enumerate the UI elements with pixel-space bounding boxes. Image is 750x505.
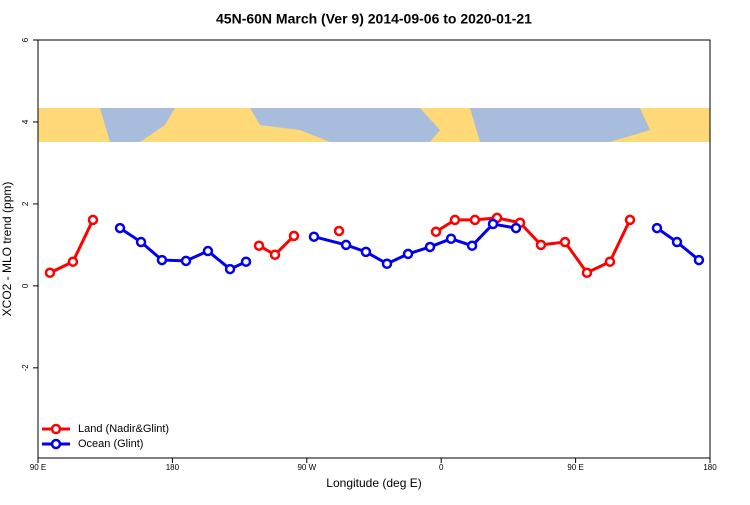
y-tick-label: -2 <box>21 364 30 372</box>
point <box>360 246 372 258</box>
point <box>340 239 352 251</box>
plot-frame <box>37 39 711 459</box>
point <box>535 239 547 251</box>
x-tick-label: 0 <box>439 463 444 472</box>
point <box>581 267 593 279</box>
point <box>288 230 300 242</box>
y-tick-label: 2 <box>21 201 30 206</box>
y-axis-label: XCO2 - MLO trend (ppm) <box>0 182 14 317</box>
legend-label: Land (Nadir&Glint) <box>78 423 169 435</box>
point <box>240 256 252 267</box>
map-band <box>38 108 710 142</box>
legend-label: Ocean (Glint) <box>78 438 143 450</box>
point <box>487 218 499 230</box>
point <box>604 256 616 267</box>
point <box>87 214 99 226</box>
point <box>67 256 79 267</box>
point <box>135 236 147 248</box>
point <box>466 240 478 251</box>
point <box>671 236 683 248</box>
legend-marker <box>50 423 62 435</box>
y-tick-label: 6 <box>21 37 30 42</box>
x-tick-label: 90 E <box>30 463 46 472</box>
point <box>424 241 436 253</box>
chart-title: 45N-60N March (Ver 9) 2014-09-06 to 2020… <box>216 11 532 27</box>
point <box>430 226 442 238</box>
point <box>308 231 320 242</box>
x-tick-label: 180 <box>703 463 717 472</box>
x-tick-label: 180 <box>166 463 180 472</box>
point <box>469 214 481 226</box>
point <box>651 222 663 234</box>
point <box>180 255 192 267</box>
point <box>202 245 214 257</box>
point <box>381 258 393 270</box>
y-tick-label: 0 <box>21 283 30 288</box>
point <box>559 236 571 248</box>
point <box>402 248 414 260</box>
point <box>445 233 457 245</box>
point <box>269 249 281 260</box>
point <box>510 222 522 234</box>
point <box>44 267 56 279</box>
point <box>624 214 636 226</box>
point <box>114 222 126 234</box>
point <box>693 254 705 266</box>
point <box>253 240 265 251</box>
point <box>156 254 168 266</box>
point <box>449 214 461 226</box>
legend-marker <box>50 438 62 450</box>
y-tick-label: 4 <box>21 119 30 124</box>
x-tick-label: 90 E <box>567 463 583 472</box>
x-tick-label: 90 W <box>297 463 316 472</box>
point <box>224 263 236 275</box>
point <box>333 225 345 237</box>
x-axis-label: Longitude (deg E) <box>326 476 421 490</box>
